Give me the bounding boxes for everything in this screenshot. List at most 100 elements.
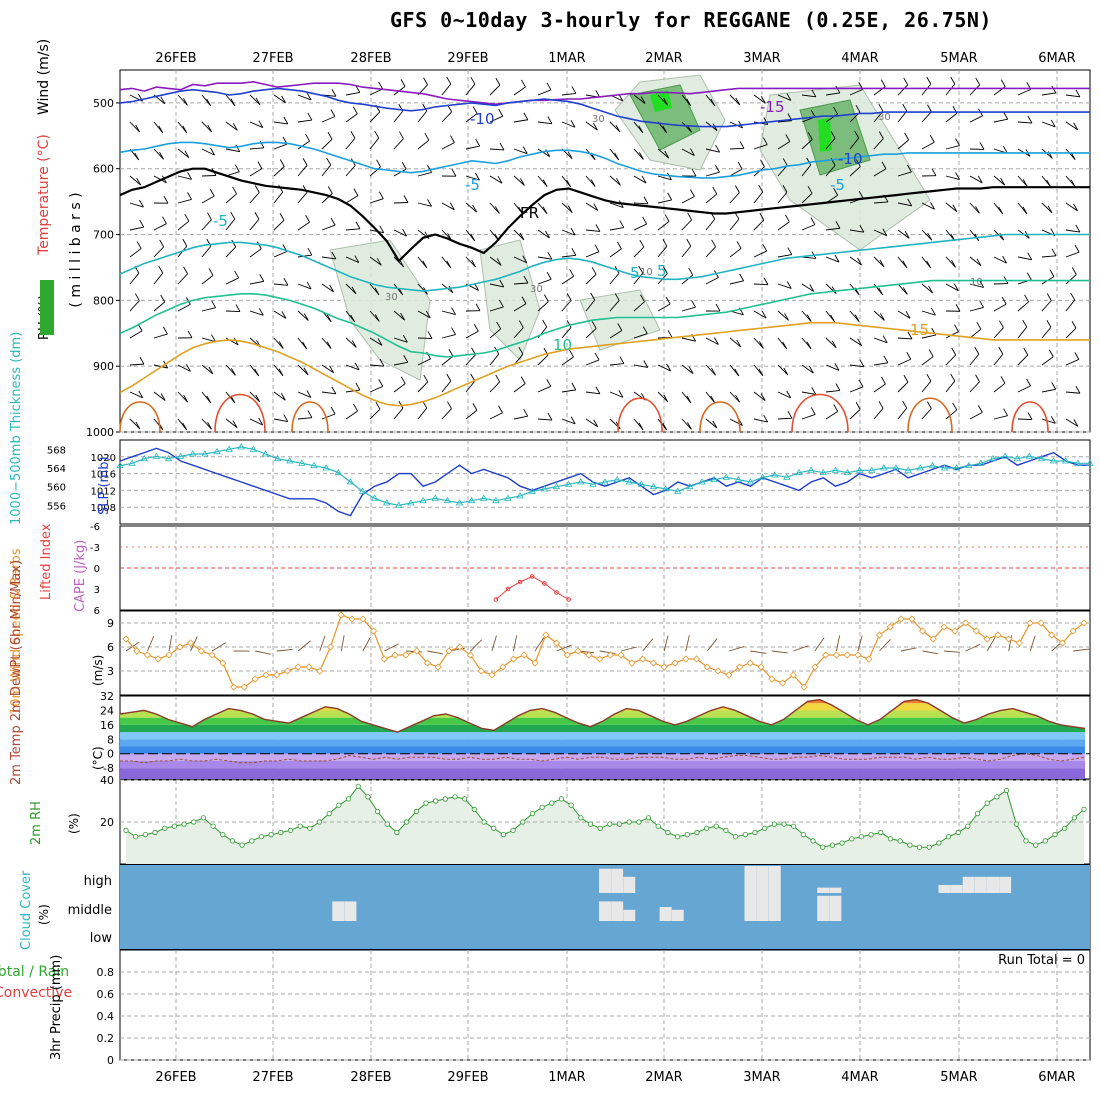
rh-area	[126, 786, 1084, 864]
wind-barb	[417, 358, 431, 366]
wind-barb-flag	[163, 196, 169, 204]
wind-barb	[153, 246, 164, 258]
wind-barb-flag	[307, 247, 313, 256]
wind-barb-flag	[305, 133, 310, 142]
wind-barb-flag	[782, 158, 788, 166]
isotherm-label: -5	[465, 176, 480, 194]
wind-barb-flag	[904, 132, 910, 141]
wind-barb-flag	[377, 338, 383, 346]
pressure-tick-label: 600	[93, 163, 114, 176]
wind-barb-flag	[830, 131, 836, 139]
cloud-level-label: middle	[68, 903, 112, 918]
wind-barb-flag	[810, 109, 816, 118]
wind-barb-flag	[1023, 347, 1029, 356]
rh-marker	[510, 827, 516, 834]
thickness-marker	[589, 480, 597, 487]
wind-barb	[153, 301, 165, 312]
wind-barb	[945, 145, 960, 150]
wind-barb-flag	[307, 112, 313, 121]
wind-barb	[921, 141, 935, 150]
wind-barb-flag	[663, 97, 669, 106]
wind-barb-flag	[903, 374, 909, 383]
thickness-marker	[577, 478, 585, 485]
wind-barb-flag	[902, 103, 908, 112]
wind-barb-flag	[977, 405, 983, 413]
wind-barb	[729, 418, 743, 426]
wind-barb	[897, 229, 910, 239]
wind-barb-flag	[354, 255, 360, 263]
wind-barb	[465, 409, 478, 420]
wind-barb-flag	[881, 161, 887, 169]
li-tick-label: 3	[94, 585, 100, 596]
cloud-bar-high	[756, 866, 769, 893]
wind-barb	[753, 418, 768, 423]
rh-marker	[1013, 821, 1019, 827]
wind-barb	[921, 111, 932, 123]
wind-barb	[201, 274, 214, 285]
wind-barb-flag	[208, 366, 214, 375]
wind-speed-marker	[1026, 619, 1034, 627]
wind-barb	[945, 380, 956, 393]
rh-shade-4	[579, 289, 661, 351]
wind-barb-flag	[835, 221, 841, 229]
wind-barb-flag	[1074, 244, 1080, 253]
rh-marker	[500, 831, 506, 838]
thickness-marker	[710, 475, 718, 483]
wind-barb-flag	[881, 376, 886, 385]
surface-wind-barb	[297, 640, 311, 652]
wind-barb	[585, 299, 596, 312]
rh-marker	[374, 808, 381, 815]
wind-barb	[345, 91, 360, 96]
wind-barb-flag	[232, 123, 238, 131]
wind-barb-flag	[283, 414, 289, 422]
wind-barb	[801, 391, 816, 395]
wind-speed-marker	[692, 655, 701, 663]
wind-barb-flag	[739, 273, 745, 282]
thickness-marker	[807, 466, 815, 473]
wind-barb	[129, 272, 140, 285]
wind-barb	[369, 310, 380, 322]
wind-barb	[729, 168, 743, 177]
top-date-label: 27FEB	[252, 51, 293, 66]
bottom-date-label: 3MAR	[743, 1070, 780, 1085]
isotherm--5	[119, 141, 1090, 179]
wind-barb	[465, 175, 480, 181]
wind-barb-flag	[206, 395, 212, 404]
wind-speed-marker	[402, 651, 410, 659]
wind-barb-flag	[378, 191, 384, 199]
wind-barb	[249, 121, 264, 128]
wind-barb	[465, 380, 476, 393]
wind-barb	[897, 139, 909, 150]
wind-barb	[249, 218, 260, 231]
wind-barb	[297, 417, 312, 420]
wind-barb	[513, 327, 524, 339]
rh-marker	[887, 836, 894, 842]
cloud-bar-middle	[599, 901, 611, 921]
wind-barb	[993, 382, 1006, 393]
wind-barb	[369, 137, 380, 150]
wind-barb	[465, 330, 479, 339]
wind-barb	[777, 417, 793, 420]
wind-barb	[153, 333, 168, 339]
thickness-marker	[419, 496, 427, 504]
wind-barb-flag	[136, 177, 142, 186]
wind-barb	[945, 354, 957, 366]
thickness-marker	[601, 478, 609, 485]
wind-barb	[969, 381, 980, 393]
bottom-date-label: 28FEB	[350, 1070, 391, 1085]
wind-barb-flag	[399, 131, 404, 139]
rh-marker	[365, 794, 371, 800]
wind-barb-flag	[955, 172, 960, 180]
rh-marker	[462, 796, 468, 802]
wind-barb-flag	[135, 421, 141, 430]
wind-barb-flag	[567, 151, 573, 159]
rh-marker	[307, 825, 313, 831]
wind-barb-flag	[472, 106, 478, 114]
wind-barb	[465, 256, 477, 268]
wind-barb	[201, 307, 216, 312]
wind-barb-flag	[734, 368, 740, 377]
wind-barb-flag	[760, 95, 766, 104]
li-marker	[505, 586, 511, 592]
wind-barb	[129, 391, 143, 399]
isotherm-label: 15	[910, 321, 929, 339]
